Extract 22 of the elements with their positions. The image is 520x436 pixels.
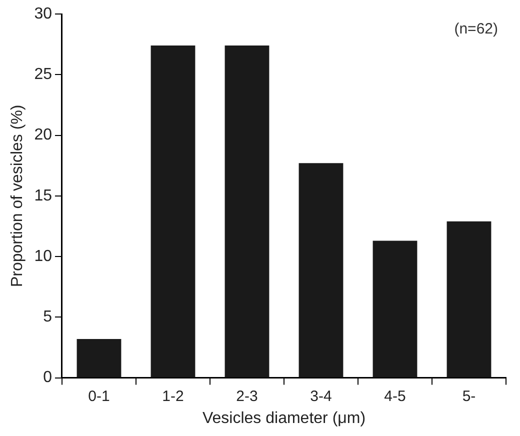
annotation: (n=62) xyxy=(454,20,498,38)
bar xyxy=(150,46,196,378)
x-tick-label: 5- xyxy=(462,388,476,405)
x-tick-label: 4-5 xyxy=(384,388,406,405)
x-tick-label: 2-3 xyxy=(236,388,258,405)
bar xyxy=(446,221,492,378)
y-tick-label: 30 xyxy=(34,5,52,22)
x-tick-label: 3-4 xyxy=(310,388,332,405)
bar xyxy=(372,240,418,378)
y-tick-label: 10 xyxy=(34,248,52,265)
y-tick-label: 15 xyxy=(34,187,52,204)
bar xyxy=(76,338,122,378)
bar xyxy=(298,163,344,378)
y-tick-label: 25 xyxy=(34,66,52,84)
y-axis-title: Proportion of vesicles (%) xyxy=(9,104,26,288)
x-tick-label: 0-1 xyxy=(88,388,110,405)
x-axis-title: Vesicles diameter (μm) xyxy=(202,410,366,427)
x-tick-label: 1-2 xyxy=(162,388,184,405)
y-tick-label: 20 xyxy=(34,126,52,144)
y-tick-label: 5 xyxy=(43,308,52,326)
y-tick-label: 0 xyxy=(43,369,52,386)
bar xyxy=(224,46,270,378)
